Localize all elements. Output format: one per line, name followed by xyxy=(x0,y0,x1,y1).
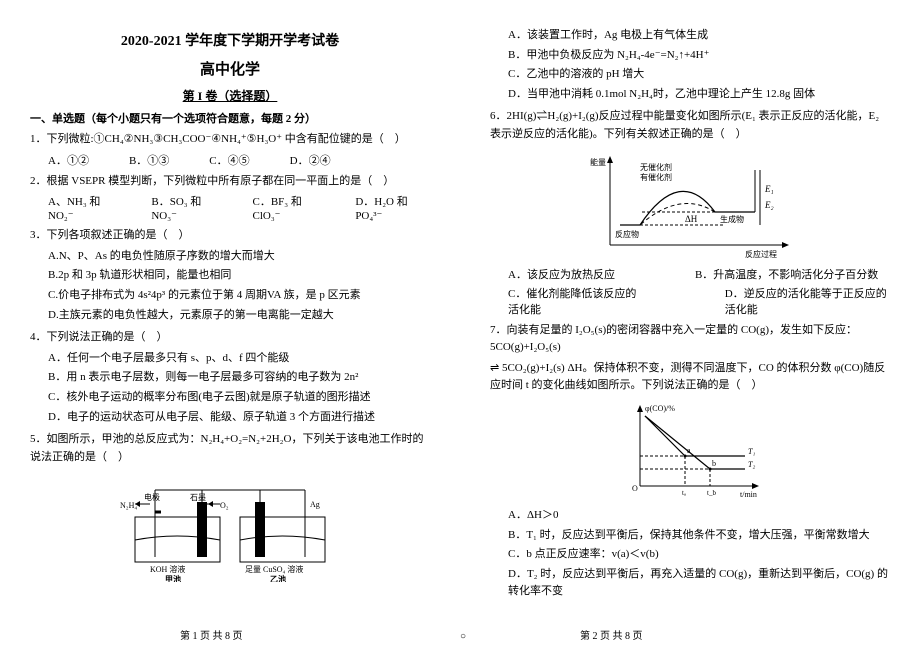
svg-text:O₂: O₂ xyxy=(220,501,229,510)
q7-C: C．b 点正反应速率：v(a)＜v(b) xyxy=(508,546,890,564)
svg-text:E₁: E₁ xyxy=(764,184,774,194)
q2-C: C．BF₃ 和 ClO₃⁻ xyxy=(253,193,326,222)
title-main: 2020-2021 学年度下学期开学考试卷 xyxy=(30,30,430,50)
q2-opts: A、NH₃ 和 NO₂⁻ B．SO₃ 和 NO₃⁻ C．BF₃ 和 ClO₃⁻ … xyxy=(48,193,430,222)
q5-B: B．甲池中负极反应为 N₂H₄-4e⁻=N₂↑+4H⁺ xyxy=(508,47,890,65)
title-section: 第 I 卷（选择题） xyxy=(30,87,430,104)
svg-text:a: a xyxy=(687,446,691,455)
svg-text:电极: 电极 xyxy=(144,492,160,502)
q7-A: A．ΔH＞0 xyxy=(508,507,890,525)
binding-icon: ○ xyxy=(460,631,466,642)
q1-B: B．①③ xyxy=(129,152,169,168)
q3-stem: 3．下列各项叙述正确的是（ ） xyxy=(30,227,430,245)
q5-stem: 5．如图所示，甲池的总反应式为：N₂H₄+O₂=N₂+2H₂O，下列关于该电池工… xyxy=(30,431,430,466)
svg-text:能量: 能量 xyxy=(590,157,606,167)
q7-D: D．T₂ 时，反应达到平衡后，再充入适量的 CO(g)，重新达到平衡后，CO(g… xyxy=(508,566,890,601)
svg-text:生成物: 生成物 xyxy=(720,214,744,224)
q6-diagram: 能量 反应过程 无催化剂 有催化剂 反应物 生成物 E₁ E₂ ΔH xyxy=(490,150,890,260)
q6-D: D．逆反应的活化能等于正反应的活化能 xyxy=(725,285,890,317)
svg-text:O: O xyxy=(632,484,638,493)
q7-B: B．T₁ 时，反应达到平衡后，保持其他条件不变，增大压强，平衡常数增大 xyxy=(508,527,890,545)
svg-text:无催化剂: 无催化剂 xyxy=(640,162,672,172)
q3-B: B.2p 和 3p 轨道形状相同，能量也相同 xyxy=(48,267,430,285)
svg-text:甲池: 甲池 xyxy=(165,574,181,582)
title-sub: 高中化学 xyxy=(30,58,430,79)
svg-text:b: b xyxy=(712,459,716,468)
svg-text:φ(CO)/%: φ(CO)/% xyxy=(645,404,675,413)
q6-C: C．催化剂能降低该反应的活化能 xyxy=(508,285,645,317)
svg-text:足量 CuSO₄ 溶液: 足量 CuSO₄ 溶液 xyxy=(245,564,303,574)
q7-diagram: φ(CO)/% t/min T₁ T₂ a b tₐ t_b O xyxy=(490,401,890,501)
q5-diagram: N₂H₄ O₂ 电极 石墨 Ag KOH 溶液 足量 CuSO₄ 溶液 甲池 乙… xyxy=(30,472,430,582)
q5-D: D．当甲池中消耗 0.1mol N₂H₄时，乙池中理论上产生 12.8g 固体 xyxy=(508,86,890,104)
svg-text:E₂: E₂ xyxy=(764,200,774,210)
q3-D: D.主族元素的电负性越大，元素原子的第一电离能一定越大 xyxy=(48,307,430,325)
q2-B: B．SO₃ 和 NO₃⁻ xyxy=(151,193,222,222)
q1-D: D．②④ xyxy=(290,152,331,168)
footer-right: 第 2 页 共 8 页 xyxy=(580,627,643,642)
q2-D: D．H₂O 和 PO₄³⁻ xyxy=(355,193,430,222)
q6-optsCD: C．催化剂能降低该反应的活化能 D．逆反应的活化能等于正反应的活化能 xyxy=(508,285,890,317)
svg-text:tₐ: tₐ xyxy=(682,489,686,497)
q1-stem: 1．下列微粒:①CH₄②NH₃③CH₃COO⁻④NH₄⁺⑤H₃O⁺ 中含有配位键… xyxy=(30,131,430,149)
q6-B: B．升高温度，不影响活化分子百分数 xyxy=(695,266,878,282)
q7-stem2: ⇌ 5CO₂(g)+I₂(s) ΔH。保持体积不变，测得不同温度下，CO 的体积… xyxy=(490,360,890,395)
svg-text:T₂: T₂ xyxy=(748,460,755,469)
q2-stem: 2．根据 VSEPR 模型判断，下列微粒中所有原子都在同一平面上的是（ ） xyxy=(30,173,430,191)
svg-text:石墨: 石墨 xyxy=(190,493,206,502)
q5-C: C．乙池中的溶液的 pH 增大 xyxy=(508,66,890,84)
svg-text:Ag: Ag xyxy=(310,500,320,509)
q6-A: A．该反应为放热反应 xyxy=(508,266,615,282)
q6-stem: 6．2HI(g)⇌H₂(g)+I₂(g)反应过程中能量变化如图所示(E₁ 表示正… xyxy=(490,108,890,143)
q1-A: A．①② xyxy=(48,152,89,168)
q4-D: D．电子的运动状态可从电子层、能级、原子轨道 3 个方面进行描述 xyxy=(48,409,430,427)
q4-C: C．核外电子运动的概率分布图(电子云图)就是原子轨道的图形描述 xyxy=(48,389,430,407)
svg-text:KOH 溶液: KOH 溶液 xyxy=(150,564,185,574)
q1-opts: A．①② B．①③ C．④⑤ D．②④ xyxy=(48,152,430,168)
svg-text:有催化剂: 有催化剂 xyxy=(640,172,672,182)
svg-text:乙池: 乙池 xyxy=(270,574,286,582)
q4-B: B．用 n 表示电子层数，则每一电子层最多可容纳的电子数为 2n² xyxy=(48,369,430,387)
q4-stem: 4．下列说法正确的是（ ） xyxy=(30,329,430,347)
svg-text:反应物: 反应物 xyxy=(615,229,639,239)
svg-text:ΔH: ΔH xyxy=(685,214,698,224)
svg-text:N₂H₄: N₂H₄ xyxy=(120,501,137,510)
section-heading: 一、单选题（每个小题只有一个选项符合题意，每题 2 分） xyxy=(30,110,430,126)
q5-A: A．该装置工作时，Ag 电极上有气体生成 xyxy=(508,27,890,45)
footer-left: 第 1 页 共 8 页 xyxy=(180,627,243,642)
svg-text:反应过程: 反应过程 xyxy=(745,249,777,259)
q1-C: C．④⑤ xyxy=(209,152,249,168)
q7-stem1: 7．向装有足量的 I₂O₅(s)的密闭容器中充入一定量的 CO(g)，发生如下反… xyxy=(490,322,890,357)
svg-text:T₁: T₁ xyxy=(748,447,755,456)
q2-A: A、NH₃ 和 NO₂⁻ xyxy=(48,193,121,222)
q3-A: A.N、P、As 的电负性随原子序数的增大而增大 xyxy=(48,248,430,266)
q6-optsAB: A．该反应为放热反应 B．升高温度，不影响活化分子百分数 xyxy=(508,266,890,282)
svg-text:t_b: t_b xyxy=(707,489,716,497)
q4-A: A．任何一个电子层最多只有 s、p、d、f 四个能级 xyxy=(48,350,430,368)
q3-C: C.价电子排布式为 4s²4p³ 的元素位于第 4 周期VA 族，是 p 区元素 xyxy=(48,287,430,305)
svg-text:t/min: t/min xyxy=(740,490,757,499)
